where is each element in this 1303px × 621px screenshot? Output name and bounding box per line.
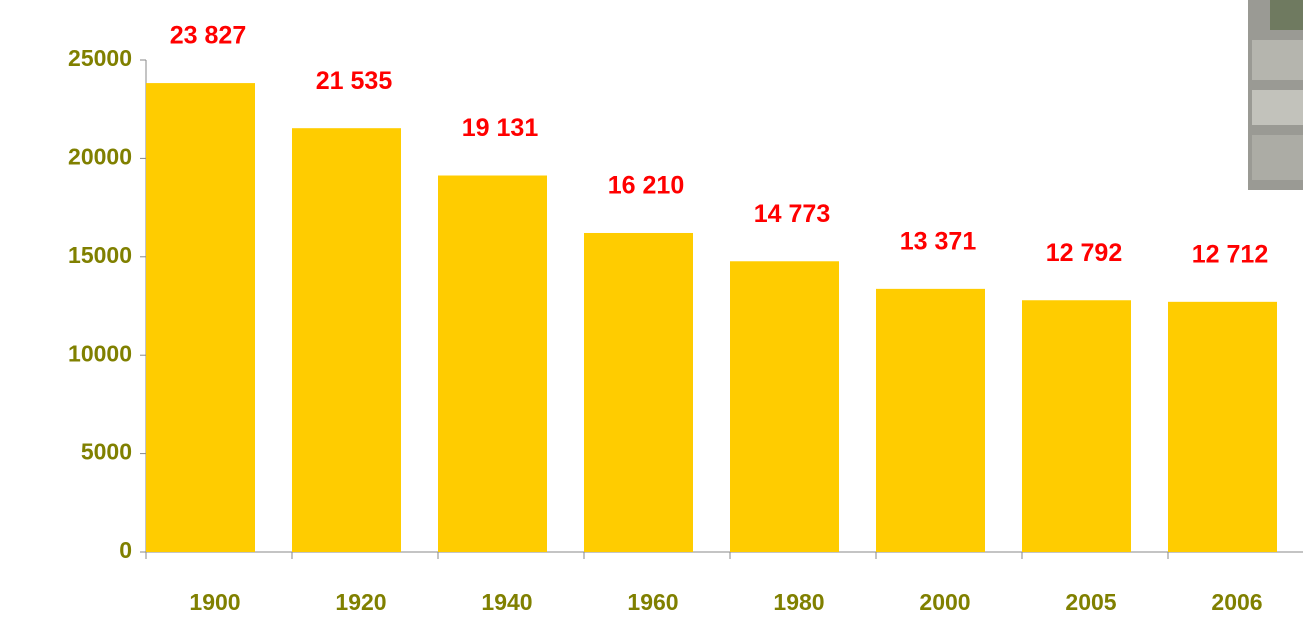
x-tick-label: 2000: [919, 589, 970, 615]
value-label: 19 131: [462, 114, 539, 142]
photo-step: [1252, 90, 1303, 125]
chart: 0 5000 10000 15000 20000 25000 1900 23 827 1920 2…: [0, 0, 1303, 621]
value-label: 21 535: [316, 67, 393, 95]
value-label: 23 827: [170, 22, 246, 50]
y-tick-label: 10000: [68, 340, 132, 366]
bar: [876, 289, 985, 552]
photo-step: [1252, 135, 1303, 180]
value-label: 16 210: [608, 172, 684, 200]
bar: [292, 128, 401, 552]
photo-step: [1252, 40, 1303, 80]
y-tick-label: 15000: [68, 242, 132, 268]
y-tick-label: 5000: [81, 439, 132, 465]
bar: [730, 261, 839, 552]
value-label: 12 792: [1046, 239, 1122, 267]
x-tick-label: 2005: [1065, 589, 1116, 615]
photo: [1248, 0, 1303, 190]
value-label: 14 773: [754, 200, 830, 228]
photo-foliage: [1270, 0, 1303, 30]
x-tick-label: 1960: [627, 589, 678, 615]
x-tick-label: 1940: [481, 589, 532, 615]
x-tick-label: 1900: [189, 589, 240, 615]
value-label: 12 712: [1192, 240, 1268, 268]
x-tick-label: 2006: [1211, 589, 1262, 615]
y-tick-label: 0: [119, 537, 132, 563]
bar: [438, 176, 547, 552]
bar: [1022, 300, 1131, 552]
x-tick-label: 1980: [773, 589, 824, 615]
page: 0 5000 10000 15000 20000 25000 1900 23 827 1920 2…: [0, 0, 1303, 621]
x-tick-label: 1920: [335, 589, 386, 615]
bar: [146, 83, 255, 552]
bar: [584, 233, 693, 552]
y-tick-label: 20000: [68, 143, 132, 169]
y-tick-label: 25000: [68, 45, 132, 71]
bar: [1168, 302, 1277, 552]
value-label: 13 371: [900, 227, 977, 255]
